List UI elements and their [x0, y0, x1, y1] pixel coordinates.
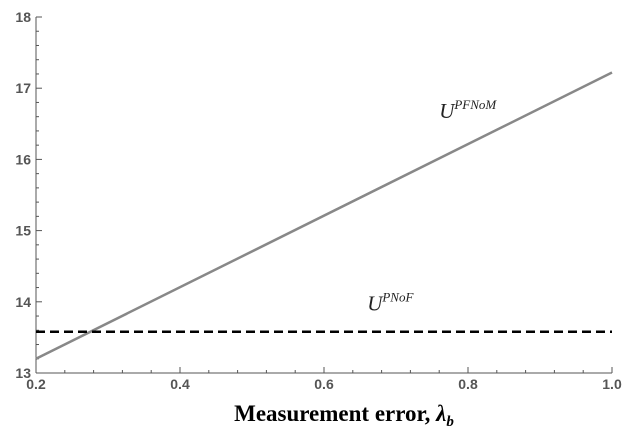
series-annotation: UPNoF	[367, 289, 414, 315]
series-group	[35, 71, 613, 360]
x-tick-label: 0.4	[170, 376, 190, 392]
x-axis-title-text: Measurement error,	[234, 401, 436, 426]
y-tick-label: 16	[15, 151, 31, 167]
y-tick-label: 13	[15, 365, 31, 381]
x-axis-title-symbol: λ	[435, 401, 446, 426]
x-tick-label: 1.0	[602, 376, 622, 392]
axes	[35, 17, 612, 374]
x-tick-label: 0.2	[26, 376, 46, 392]
x-axis-title: Measurement error, λb	[234, 401, 454, 430]
y-tick-label: 18	[15, 9, 31, 25]
x-axis-title-subscript: b	[446, 414, 454, 430]
x-tick-label: 0.6	[314, 376, 334, 392]
x-tick-label: 0.8	[458, 376, 478, 392]
annotations: UPFNoM UPNoF	[367, 97, 497, 315]
ticks: 13 14 15 16 17 18 0.2 0.4 0.6 0.8 1.0	[15, 9, 622, 392]
series-annotation: UPFNoM	[439, 97, 497, 123]
series-line-solid	[35, 71, 613, 360]
y-tick-label: 15	[15, 223, 31, 239]
y-tick-label: 14	[15, 294, 31, 310]
y-tick-label: 17	[15, 80, 31, 96]
